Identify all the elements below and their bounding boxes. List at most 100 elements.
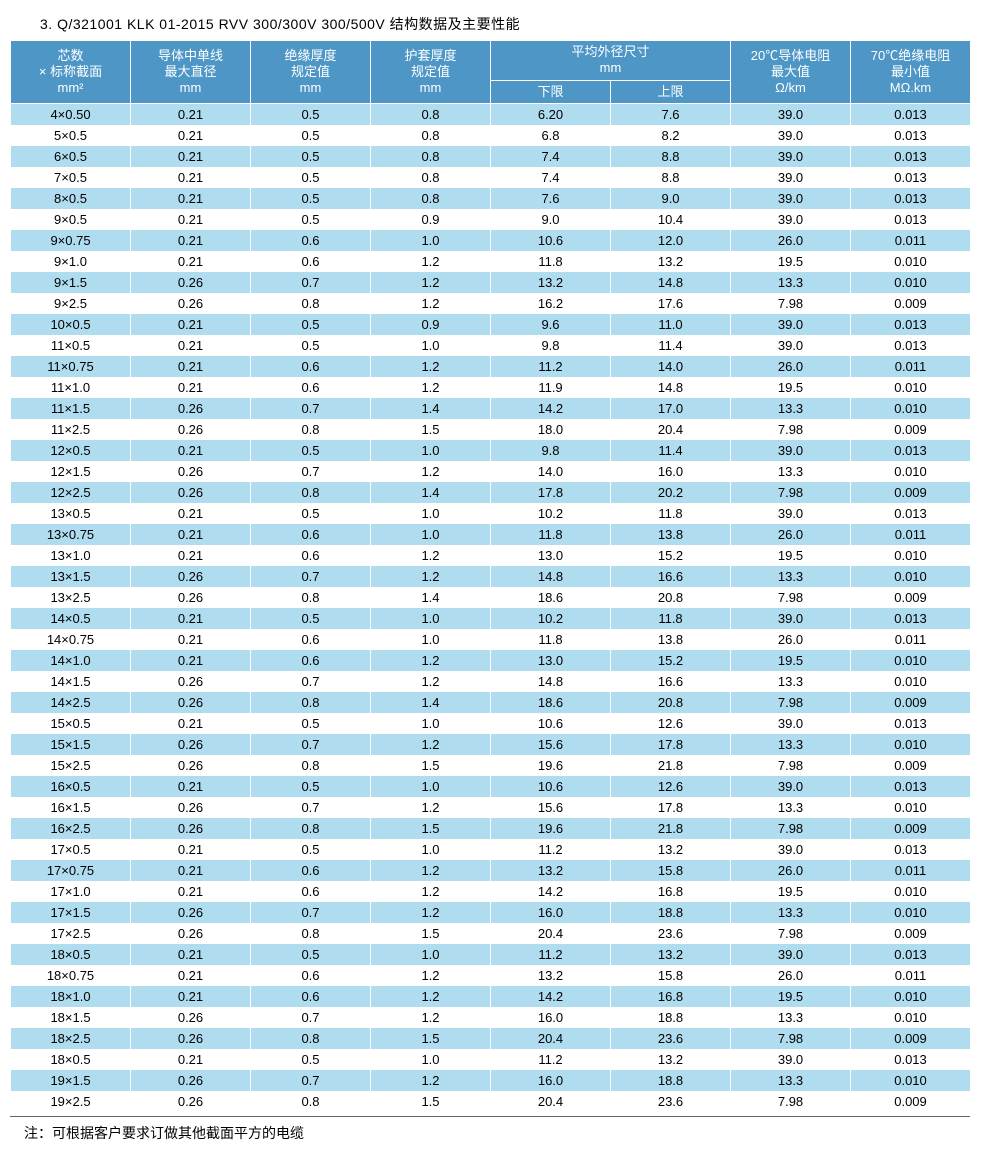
cell: 1.0 — [371, 629, 491, 650]
cell: 15.8 — [611, 965, 731, 986]
cell: 1.2 — [371, 734, 491, 755]
cell: 1.2 — [371, 251, 491, 272]
cell: 11×1.5 — [11, 398, 131, 419]
cell: 10.6 — [491, 713, 611, 734]
table-row: 14×2.50.260.81.418.620.87.980.009 — [11, 692, 971, 713]
cell: 20.4 — [491, 923, 611, 944]
cell: 11.8 — [611, 503, 731, 524]
cell: 11×2.5 — [11, 419, 131, 440]
cell: 0.21 — [131, 629, 251, 650]
cell: 0.013 — [851, 944, 971, 965]
cell: 0.7 — [251, 1007, 371, 1028]
cell: 14×1.0 — [11, 650, 131, 671]
hdr-insulation-res-70c: 70℃绝缘电阻最小值MΩ.km — [851, 41, 971, 104]
cell: 9.0 — [491, 209, 611, 230]
cell: 0.9 — [371, 314, 491, 335]
cell: 0.5 — [251, 440, 371, 461]
cell: 0.6 — [251, 860, 371, 881]
cell: 0.7 — [251, 461, 371, 482]
cell: 0.010 — [851, 545, 971, 566]
cell: 0.6 — [251, 965, 371, 986]
cell: 12.6 — [611, 713, 731, 734]
cell: 18.8 — [611, 902, 731, 923]
cell: 7.98 — [731, 1028, 851, 1049]
cell: 0.5 — [251, 776, 371, 797]
table-row: 11×2.50.260.81.518.020.47.980.009 — [11, 419, 971, 440]
cell: 0.26 — [131, 902, 251, 923]
cell: 0.013 — [851, 713, 971, 734]
table-row: 17×0.750.210.61.213.215.826.00.011 — [11, 860, 971, 881]
cell: 5×0.5 — [11, 125, 131, 146]
cell: 0.26 — [131, 482, 251, 503]
cell: 23.6 — [611, 923, 731, 944]
cell: 13.3 — [731, 1007, 851, 1028]
cell: 1.2 — [371, 566, 491, 587]
cell: 39.0 — [731, 839, 851, 860]
cell: 15.6 — [491, 734, 611, 755]
cell: 0.21 — [131, 1049, 251, 1070]
cell: 13×0.5 — [11, 503, 131, 524]
cell: 0.21 — [131, 356, 251, 377]
cell: 0.26 — [131, 755, 251, 776]
cell: 17×0.5 — [11, 839, 131, 860]
cell: 19.5 — [731, 881, 851, 902]
cell: 13.3 — [731, 398, 851, 419]
cell: 0.7 — [251, 671, 371, 692]
table-row: 9×0.750.210.61.010.612.026.00.011 — [11, 230, 971, 251]
table-row: 10×0.50.210.50.99.611.039.00.013 — [11, 314, 971, 335]
cell: 26.0 — [731, 230, 851, 251]
cell: 12.6 — [611, 776, 731, 797]
cell: 0.011 — [851, 965, 971, 986]
cell: 4×0.50 — [11, 103, 131, 125]
cell: 7.98 — [731, 692, 851, 713]
cell: 1.2 — [371, 671, 491, 692]
cell: 0.21 — [131, 146, 251, 167]
cell: 0.010 — [851, 251, 971, 272]
cell: 13.8 — [611, 629, 731, 650]
cell: 13.2 — [611, 1049, 731, 1070]
cell: 0.010 — [851, 398, 971, 419]
cell: 39.0 — [731, 713, 851, 734]
cell: 1.0 — [371, 608, 491, 629]
cell: 20.8 — [611, 692, 731, 713]
table-row: 15×2.50.260.81.519.621.87.980.009 — [11, 755, 971, 776]
cell: 8×0.5 — [11, 188, 131, 209]
cell: 39.0 — [731, 146, 851, 167]
cell: 6.20 — [491, 103, 611, 125]
cell: 0.010 — [851, 377, 971, 398]
cell: 12×2.5 — [11, 482, 131, 503]
cell: 0.26 — [131, 461, 251, 482]
spec-table: 芯数× 标称截面mm²导体中单线最大直径mm绝缘厚度规定值mm护套厚度规定值mm… — [10, 40, 971, 1112]
cell: 10.2 — [491, 503, 611, 524]
cell: 16.0 — [491, 902, 611, 923]
cell: 0.009 — [851, 818, 971, 839]
cell: 39.0 — [731, 209, 851, 230]
cell: 1.0 — [371, 503, 491, 524]
cell: 11.0 — [611, 314, 731, 335]
cell: 7.6 — [491, 188, 611, 209]
cell: 13.3 — [731, 671, 851, 692]
cell: 0.5 — [251, 188, 371, 209]
cell: 0.21 — [131, 881, 251, 902]
cell: 7.6 — [611, 103, 731, 125]
cell: 9×2.5 — [11, 293, 131, 314]
cell: 0.6 — [251, 650, 371, 671]
cell: 12×0.5 — [11, 440, 131, 461]
cell: 0.8 — [251, 293, 371, 314]
table-row: 9×1.00.210.61.211.813.219.50.010 — [11, 251, 971, 272]
cell: 13.2 — [611, 944, 731, 965]
cell: 0.5 — [251, 103, 371, 125]
cell: 11.4 — [611, 440, 731, 461]
cell: 7.4 — [491, 167, 611, 188]
table-row: 14×0.50.210.51.010.211.839.00.013 — [11, 608, 971, 629]
cell: 0.21 — [131, 650, 251, 671]
cell: 1.5 — [371, 923, 491, 944]
cell: 1.2 — [371, 860, 491, 881]
cell: 11.8 — [491, 629, 611, 650]
cell: 39.0 — [731, 776, 851, 797]
cell: 13×1.5 — [11, 566, 131, 587]
cell: 0.010 — [851, 461, 971, 482]
cell: 39.0 — [731, 125, 851, 146]
cell: 0.26 — [131, 1070, 251, 1091]
cell: 16.8 — [611, 881, 731, 902]
